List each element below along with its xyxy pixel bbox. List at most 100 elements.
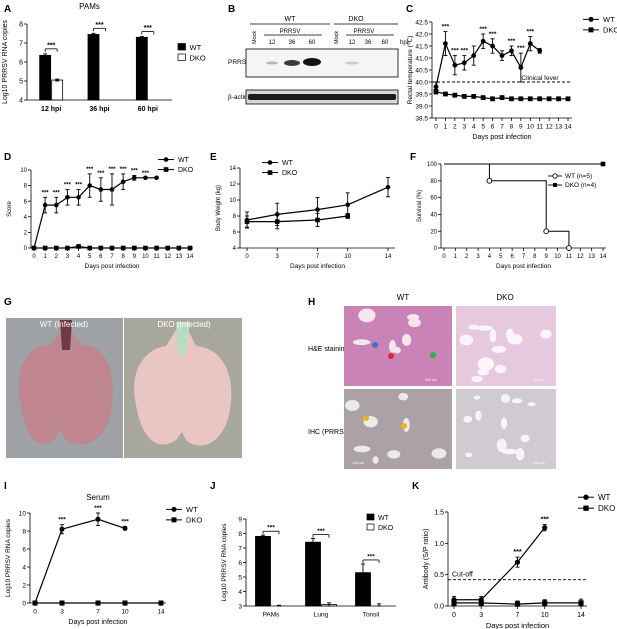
alveolus-space <box>501 417 508 429</box>
F-marker-wt <box>543 228 550 235</box>
A-ytick-label: 6 <box>19 59 23 66</box>
alveolus-space <box>431 448 447 459</box>
D-xtick-label: 4 <box>77 254 81 260</box>
alveolus-space <box>511 398 523 404</box>
C-marker-dko <box>452 92 458 98</box>
E-ytick-label: 4 <box>233 246 237 252</box>
C-sig-label: *** <box>460 48 468 55</box>
alveolus-space <box>352 339 371 346</box>
C-ytick-label: 41.5 <box>415 43 428 50</box>
D-marker-dko <box>65 245 70 251</box>
panel-letter-f: F <box>410 152 416 163</box>
C-ytick-label: 39.5 <box>415 91 428 98</box>
D-sig-label: *** <box>142 171 150 177</box>
D-marker-dko <box>176 245 182 251</box>
J-category-label: PAMs <box>263 612 281 619</box>
blot-mock-wt: Mock <box>252 31 258 44</box>
blot-band-dko-12 <box>345 61 359 65</box>
alveolus-space <box>468 324 480 330</box>
C-xtick-label: 14 <box>564 124 572 131</box>
J-category-label: Lung <box>314 612 329 619</box>
D-marker-wt <box>120 179 126 184</box>
C-marker-wt <box>443 41 448 46</box>
C-xtick-label: 8 <box>510 124 514 131</box>
C-xtick-label: 1 <box>444 124 448 131</box>
D-xtick-label: 9 <box>133 254 137 260</box>
I-ytick-label: 10 <box>19 510 27 517</box>
E-legend-label: DKO <box>282 170 298 177</box>
K-marker-dko <box>478 600 484 606</box>
C-marker-wt <box>471 53 477 58</box>
E-xtick-label: 7 <box>316 254 320 260</box>
alveolus-space <box>372 456 379 464</box>
A-ytick-label: 7 <box>19 40 23 47</box>
F-ytick-label: 80 <box>430 179 437 185</box>
J-legend-label: DKO <box>378 525 394 532</box>
D-xtick-label: 6 <box>99 254 103 260</box>
C-ytick-label: 38.5 <box>415 115 428 122</box>
C-marker-wt <box>537 48 543 54</box>
D-marker-wt <box>65 195 70 200</box>
F-xtick-label: 0 <box>442 254 446 260</box>
blot-tp-wt-60: 60 <box>309 40 316 46</box>
alveolus-space <box>477 357 494 371</box>
C-ytick-label: 40.5 <box>415 67 428 74</box>
D-marker-wt <box>76 195 81 200</box>
blot-prrsv-wt-label: PRRSV <box>280 29 301 35</box>
C-marker-dko <box>527 96 533 102</box>
alveolus-space <box>494 364 507 374</box>
F-xtick-label: 1 <box>454 254 458 260</box>
A-category-label: 12 hpi <box>41 106 61 113</box>
alveolus-space <box>515 447 525 461</box>
I-xtick-label: 14 <box>157 609 165 616</box>
D-marker-dko <box>120 245 126 251</box>
K-marker-dko <box>578 600 584 606</box>
K-ytick-label: 0.0 <box>434 603 444 610</box>
K-xtick-label: 3 <box>479 612 483 619</box>
I-marker-wt <box>95 516 101 522</box>
F-xtick-label: 9 <box>545 254 549 260</box>
D-ytick-label: 10 <box>20 168 27 174</box>
I-sig-label: *** <box>58 517 66 524</box>
alveolus-space <box>496 438 507 452</box>
A-bar-wt <box>39 54 52 101</box>
J-bar-wt <box>255 536 271 607</box>
D-xtick-label: 8 <box>121 254 125 260</box>
J-category-label: Tonsil <box>363 612 380 619</box>
J-ytick-label: 7 <box>238 545 242 552</box>
D-ylabel: Score <box>7 201 13 217</box>
D-marker-wt <box>42 202 48 208</box>
histo-scale-4: 100 μm <box>533 461 545 465</box>
F-ytick-label: 60 <box>430 196 437 202</box>
A-bar-wt <box>135 36 148 101</box>
I-series-wt-line <box>34 518 126 604</box>
D-marker-dko <box>42 245 48 251</box>
C-marker-wt <box>490 43 495 49</box>
D-ytick-label: 6 <box>24 199 28 205</box>
alveolus-space <box>501 448 518 455</box>
histo-col-dko: DKO <box>496 293 513 302</box>
chart-c-rectal-temperature: 38.5 39.0 39.5 40.0 40.5 41.0 41.5 42.0 42.5 Rect… <box>407 15 617 141</box>
D-xtick-label: 3 <box>66 254 70 260</box>
C-marker-dko <box>471 94 477 99</box>
blot-tp-dko-60: 60 <box>382 40 389 46</box>
chart-e-body-weight: 4 6 8 10 12 14 Body Weight (kg) 0 3 7 10 14 Days pos… <box>216 160 395 270</box>
C-series-wt-line <box>435 40 541 87</box>
D-marker-wt <box>109 187 115 192</box>
C-marker-dko <box>480 95 486 100</box>
D-xtick-label: 1 <box>43 254 47 260</box>
blot-tp-dko-36: 36 <box>365 40 372 46</box>
K-legend-marker <box>583 494 589 500</box>
E-marker-dko <box>244 219 250 224</box>
F-xtick-label: 4 <box>488 254 492 260</box>
C-marker-wt <box>518 65 524 70</box>
D-marker-dko <box>187 245 193 251</box>
F-xtick-label: 5 <box>499 254 503 260</box>
histo-scale-3: 100 μm <box>352 461 364 465</box>
E-xlabel: Days post infection <box>290 263 345 270</box>
D-legend-label: DKO <box>178 167 194 174</box>
alveolus-space <box>459 334 474 346</box>
chart-j-tissues-bar: 3 4 5 6 7 8 9 Log10 PRRSV RNA copies PAMs *** Lung… <box>221 513 396 619</box>
F-xtick-label: 2 <box>465 254 469 260</box>
